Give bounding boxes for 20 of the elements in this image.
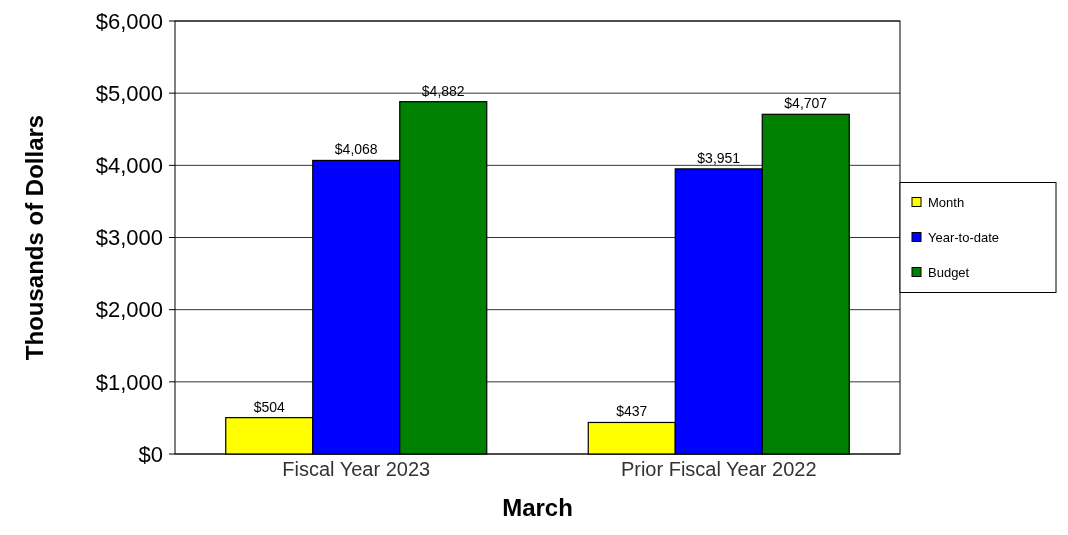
y-tick-label: $0 [138,441,163,467]
y-tick-label: $3,000 [95,225,163,251]
text: $4,068 [334,141,378,158]
text: $4,707 [784,95,828,112]
legend-label: Year-to-date [928,230,1000,246]
legend-label: Budget [928,265,970,281]
x-tick-label: Prior Fiscal Year 2022 [620,458,817,480]
text: $4,882 [421,82,465,99]
y-tick-label: $2,000 [95,297,163,323]
x-axis-title: March [502,494,573,521]
legend-label: Month [928,195,965,211]
y-tick-label: $5,000 [95,80,163,106]
y-tick-label: $1,000 [95,369,163,395]
y-tick-label: $6,000 [95,8,163,34]
text: $504 [253,398,285,415]
x-tick-label: Fiscal Year 2023 [282,458,431,480]
y-axis-title: Thousands of Dollars [21,114,48,361]
text: $3,951 [697,149,741,166]
text: $437 [616,403,648,420]
y-tick-label: $4,000 [95,153,163,179]
